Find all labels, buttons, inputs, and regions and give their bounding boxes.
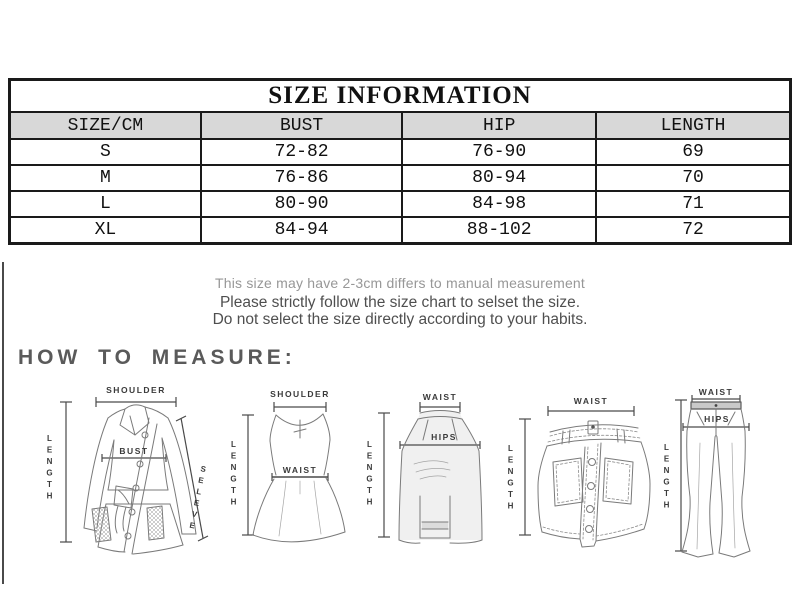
pants-length-label: LENGTH <box>662 443 671 512</box>
table-row: M 76-86 80-94 70 <box>8 164 792 192</box>
cell-bust: 72-82 <box>199 138 404 166</box>
pencil-skirt-measure-lines <box>378 402 481 538</box>
cell-hip: 84-98 <box>401 190 598 218</box>
pants-figure: WAIST HIPS LENGTH <box>653 385 800 602</box>
cell-size: L <box>8 190 202 218</box>
cell-bust: 80-90 <box>199 190 404 218</box>
button-skirt-sketch: WAIST <box>519 396 651 548</box>
column-header-hip: HIP <box>401 111 598 140</box>
button-skirt-outline <box>537 420 651 548</box>
pants-sketch: WAIST HIPS <box>675 387 751 558</box>
dress-sketch: SHOULDER WAIST <box>242 389 346 543</box>
column-header-bust: BUST <box>199 111 404 140</box>
cell-size: M <box>8 164 202 192</box>
jacket-length-label: LENGTH <box>45 434 54 503</box>
pants-hips-label: HIPS <box>704 414 730 424</box>
dress-outline <box>252 413 346 543</box>
pencil-skirt-sketch: WAIST HIPS <box>378 392 483 544</box>
column-header-size-cm: SIZE/CM <box>8 111 202 140</box>
cell-length: 71 <box>595 190 792 218</box>
jacket-bust-label: BUST <box>119 446 148 456</box>
cell-hip: 76-90 <box>401 138 598 166</box>
table-row: XL 84-94 88-102 72 <box>8 216 792 245</box>
pencil-skirt-outline <box>398 410 483 544</box>
cell-length: 70 <box>595 164 792 192</box>
dress-shoulder-label: SHOULDER <box>270 389 330 399</box>
pants-waist-label: WAIST <box>699 387 733 397</box>
dress-length-label: LENGTH <box>229 440 238 509</box>
size-table-header-row: SIZE/CM BUST HIP LENGTH <box>8 111 792 140</box>
cell-length: 69 <box>595 138 792 166</box>
button-skirt-figure: WAIST LENGTH <box>493 390 657 602</box>
jacket-shoulder-label: SHOULDER <box>106 385 166 395</box>
table-row: S 72-82 76-90 69 <box>8 138 792 166</box>
jacket-figure: SHOULDER BUST LENGTH SELEVE <box>30 378 230 600</box>
note-line-2: Please strictly follow the size chart to… <box>219 294 581 311</box>
table-row: L 80-90 84-98 71 <box>8 190 792 218</box>
cell-hip: 88-102 <box>401 216 598 245</box>
pencil-skirt-waist-label: WAIST <box>423 392 457 402</box>
column-header-length: LENGTH <box>595 111 792 140</box>
note-line-3: Do not select the size directly accordin… <box>212 310 588 328</box>
size-table-section: SIZE INFORMATION SIZE/CM BUST HIP LENGTH… <box>8 78 792 245</box>
left-border-line <box>2 262 4 584</box>
cell-size: S <box>8 138 202 166</box>
size-table: SIZE INFORMATION SIZE/CM BUST HIP LENGTH… <box>8 78 792 245</box>
jacket-sketch: SHOULDER BUST <box>60 385 209 555</box>
how-to-measure-heading: HOW TO MEASURE: <box>18 346 296 369</box>
button-skirt-waist-label: WAIST <box>574 396 608 406</box>
size-table-title-row: SIZE INFORMATION <box>8 78 792 113</box>
cell-size: XL <box>8 216 202 245</box>
dress-measure-lines <box>242 402 329 536</box>
pants-measure-lines <box>675 395 750 552</box>
measurement-notes: This size may have 2-3cm differs to manu… <box>0 275 800 328</box>
button-skirt-measure-lines <box>519 406 635 536</box>
note-line-1: This size may have 2-3cm differs to manu… <box>214 275 586 291</box>
cell-length: 72 <box>595 216 792 245</box>
dress-figure: SHOULDER WAIST LENGTH <box>226 382 354 600</box>
cell-bust: 76-86 <box>199 164 404 192</box>
measurement-figures-row: SHOULDER BUST LENGTH SELEVE SHOULDER <box>0 378 800 600</box>
pencil-skirt-hips-label: HIPS <box>431 432 457 442</box>
pencil-skirt-length-label: LENGTH <box>365 440 374 509</box>
cell-hip: 80-94 <box>401 164 598 192</box>
jacket-measure-lines <box>60 397 209 543</box>
dress-waist-label: WAIST <box>283 465 317 475</box>
size-table-title: SIZE INFORMATION <box>8 78 792 113</box>
cell-bust: 84-94 <box>199 216 404 245</box>
button-skirt-length-label: LENGTH <box>506 444 515 513</box>
pencil-skirt-figure: WAIST HIPS LENGTH <box>356 388 490 602</box>
pants-outline <box>681 401 751 558</box>
jacket-outline <box>83 404 197 555</box>
